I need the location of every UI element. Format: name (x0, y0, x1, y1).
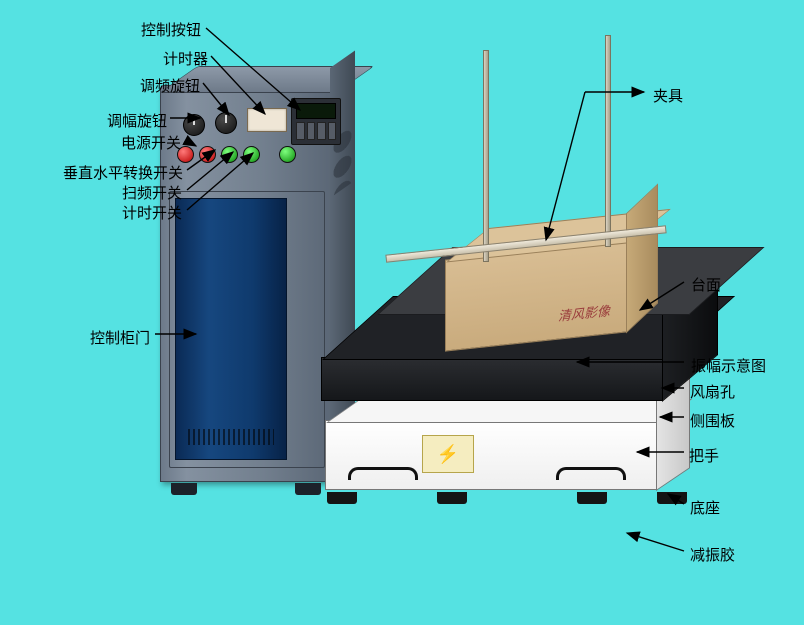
label-timer-switch: 计时开关 (122, 202, 182, 223)
label-side-panel: 侧围板 (690, 410, 735, 431)
label-handle: 把手 (689, 445, 719, 466)
timer-switch[interactable] (243, 146, 260, 163)
base-top (326, 399, 692, 423)
label-sweep-switch: 扫频开关 (122, 182, 182, 203)
label-control-button: 控制按钮 (141, 19, 201, 40)
timer-display (247, 108, 287, 132)
diagram-stage: { "labels": { "control_button": {"text":… (0, 0, 804, 625)
specimen-box: 清风影像 (445, 240, 627, 351)
vh-switch[interactable] (199, 146, 216, 163)
label-damper: 减振胶 (690, 544, 735, 565)
label-power-switch: 电源开关 (121, 132, 181, 153)
controller-screen (296, 103, 336, 119)
sweep-switch[interactable] (221, 146, 238, 163)
damper-pads (327, 490, 685, 504)
cabinet-door[interactable] (175, 198, 287, 460)
label-freq-knob: 调频旋钮 (140, 75, 200, 96)
frequency-knob[interactable] (215, 112, 237, 134)
controller-display[interactable] (291, 98, 341, 145)
handle-left[interactable] (348, 467, 418, 487)
fixture-rod-left (483, 50, 489, 262)
control-cabinet (160, 85, 332, 482)
door-vent (188, 429, 274, 445)
label-cabinet-door: 控制柜门 (90, 327, 150, 348)
label-amplitude-diagram: 振幅示意图 (691, 355, 766, 376)
label-vh-switch: 垂直水平转换开关 (63, 162, 183, 183)
aux-switch[interactable] (279, 146, 296, 163)
vibration-table: ⚡ 清风影像 (315, 315, 695, 545)
label-fixture: 夹具 (653, 85, 683, 106)
handle-right[interactable] (556, 467, 626, 487)
label-base: 底座 (690, 497, 720, 518)
box-print: 清风影像 (558, 300, 610, 324)
label-fan-hole: 风扇孔 (690, 381, 735, 402)
label-table-top: 台面 (691, 274, 721, 295)
label-timer: 计时器 (163, 48, 208, 69)
controller-buttons[interactable] (296, 122, 336, 140)
warning-sticker: ⚡ (422, 435, 474, 473)
amplitude-knob[interactable] (183, 114, 205, 136)
fixture-rod-right (605, 35, 611, 247)
base-housing: ⚡ (325, 420, 657, 490)
switch-row (171, 146, 321, 166)
cabinet-feet (171, 481, 321, 495)
label-amp-knob: 调幅旋钮 (107, 110, 167, 131)
table-plate (321, 357, 663, 401)
